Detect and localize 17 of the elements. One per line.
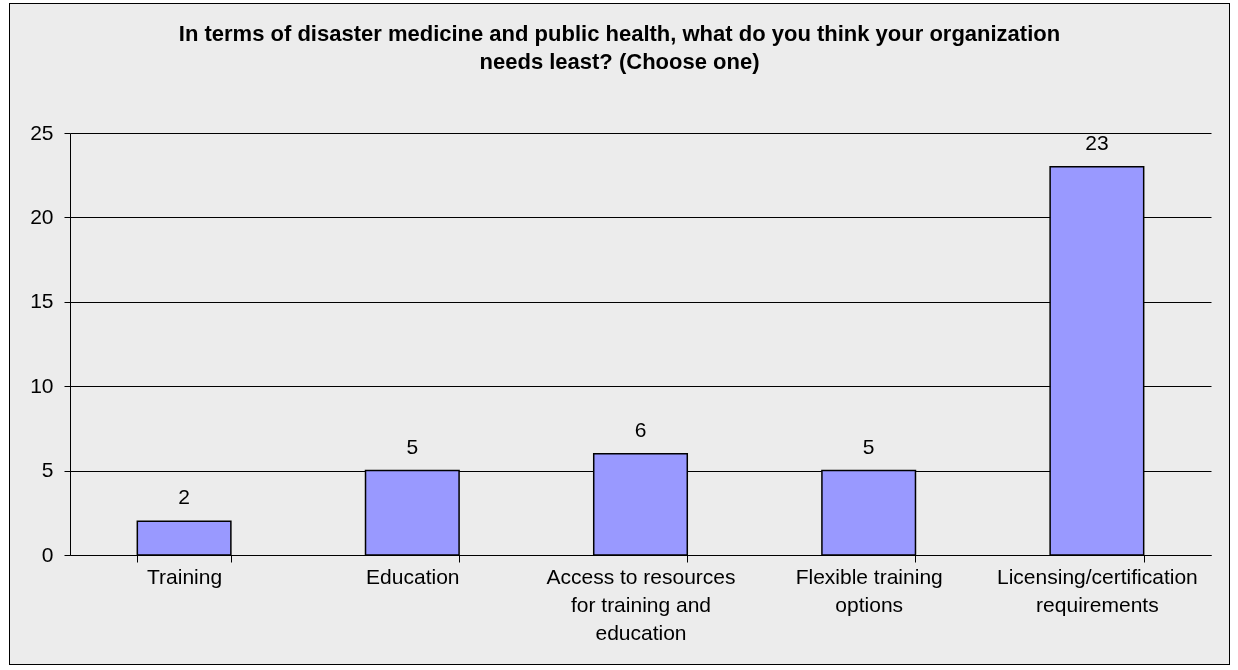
data-label: 2 [178, 485, 190, 509]
data-label: 5 [406, 434, 419, 458]
x-tick-label: Flexible training options [795, 564, 943, 616]
x-tick-label: Access to resources for training and education [546, 564, 736, 644]
data-label: 5 [862, 434, 875, 458]
x-tick-label: Licensing/certification requirements [997, 564, 1198, 616]
data-label: 6 [634, 417, 647, 441]
chart-title: In terms of disaster medicine and public health, what do you think your organization needs least? (Choose one) [178, 21, 1061, 74]
data-label: 23 [1085, 130, 1109, 154]
x-tick-label: Training [147, 564, 223, 588]
y-tick-label: 15 [30, 289, 54, 313]
y-tick-label: 20 [30, 204, 54, 228]
y-tick-label: 5 [41, 458, 54, 482]
y-tick-label: 0 [41, 542, 54, 566]
x-tick-label: Education [366, 564, 460, 588]
y-tick-label: 10 [30, 373, 54, 397]
y-tick-label: 25 [30, 120, 54, 144]
